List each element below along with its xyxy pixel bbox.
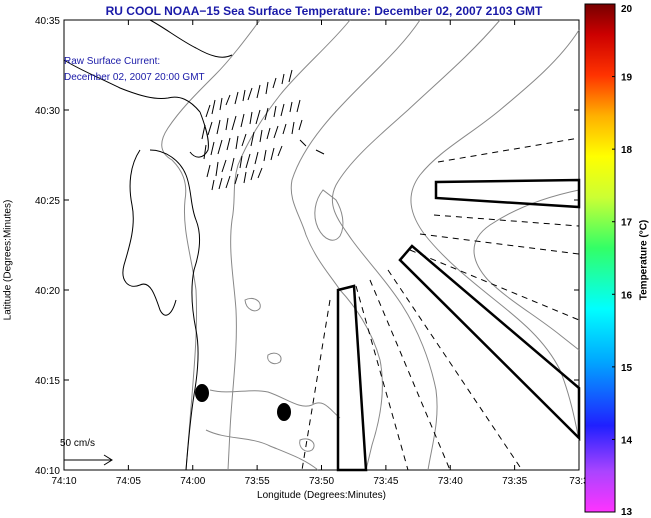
y-tick-label: 40:35 — [35, 16, 60, 27]
map-title: RU COOL NOAA−15 Sea Surface Temperature:… — [105, 4, 543, 18]
bathymetry-contours — [161, 19, 580, 471]
contour-line-8 — [209, 389, 341, 419]
colorbar-tick-label: 17 — [621, 218, 633, 229]
radar-box-2 — [398, 244, 581, 442]
contour-line-4 — [331, 19, 501, 471]
x-tick-label: 74:00 — [180, 476, 205, 487]
radar-site-1 — [195, 384, 209, 402]
radar-outlines — [301, 137, 581, 472]
colorbar: 20 19 18 17 16 15 14 13 — [584, 3, 633, 518]
colorbar-tick-label: 16 — [621, 290, 633, 301]
x-tick-label: 73:55 — [245, 476, 270, 487]
plot-frame — [63, 19, 580, 471]
radar-dashed-rays — [301, 137, 580, 471]
scale-arrow — [64, 454, 113, 466]
x-tick-label: 73:3 — [569, 476, 589, 487]
coastline-li — [149, 19, 233, 58]
x-tick-label: 73:40 — [438, 476, 463, 487]
y-tick-labels: 40:35 40:30 40:25 40:20 40:15 40:10 — [35, 16, 60, 477]
colorbar-tick-label: 14 — [621, 435, 633, 446]
y-tick-label: 40:15 — [35, 376, 60, 387]
colorbar-tick-label: 20 — [621, 4, 633, 15]
colorbar-tick-label: 19 — [621, 73, 633, 84]
coastline-bay — [63, 59, 201, 113]
x-axis-label: Longitude (Degrees:Minutes) — [257, 490, 386, 501]
contour-line-2 — [227, 19, 351, 471]
contour-line-6 — [473, 189, 580, 351]
colorbar-tick-label: 15 — [621, 363, 633, 374]
current-vectors — [201, 69, 325, 191]
contour-line-1 — [161, 19, 261, 471]
y-axis-label: Latitude (Degrees:Minutes) — [2, 199, 14, 321]
x-tick-label: 73:45 — [373, 476, 398, 487]
colorbar-ticks: 20 19 18 17 16 15 14 13 — [612, 3, 633, 518]
coastline-nj — [149, 149, 201, 471]
current-time: December 02, 2007 20:00 GMT — [64, 72, 205, 83]
colorbar-tick-label: 18 — [621, 145, 633, 156]
contour-line-11 — [267, 352, 282, 365]
y-tick-label: 40:30 — [35, 106, 60, 117]
radar-box-3 — [336, 284, 368, 472]
coastline-inner — [122, 149, 177, 316]
x-tick-labels: 74:10 74:05 74:00 73:55 73:50 73:45 73:40 73:35… — [51, 476, 589, 487]
radar-sites — [195, 384, 291, 421]
contour-line-12 — [299, 438, 315, 452]
x-tick-label: 74:05 — [116, 476, 141, 487]
colorbar-tick-label: 13 — [621, 507, 633, 518]
colorbar-gradient — [584, 3, 616, 513]
scale-label: 50 cm/s — [60, 438, 96, 449]
radar-site-2 — [277, 403, 291, 421]
contour-line-10 — [244, 297, 261, 312]
x-tick-label: 74:10 — [51, 476, 76, 487]
y-tick-label: 40:10 — [35, 466, 60, 477]
y-tick-label: 40:25 — [35, 196, 60, 207]
current-label: Raw Surface Current: — [64, 56, 161, 67]
x-tick-label: 73:35 — [502, 476, 527, 487]
x-tick-label: 73:50 — [309, 476, 334, 487]
contour-line-9 — [205, 429, 319, 471]
colorbar-label: Temperature (°C) — [638, 219, 650, 301]
y-tick-label: 40:20 — [35, 286, 60, 297]
contour-line-7 — [314, 189, 344, 241]
contour-line-3 — [290, 19, 421, 471]
axis-ticks — [63, 19, 580, 471]
coastline-sandy-hook — [189, 111, 209, 158]
coastline — [63, 19, 233, 471]
radar-box-1 — [434, 178, 581, 209]
